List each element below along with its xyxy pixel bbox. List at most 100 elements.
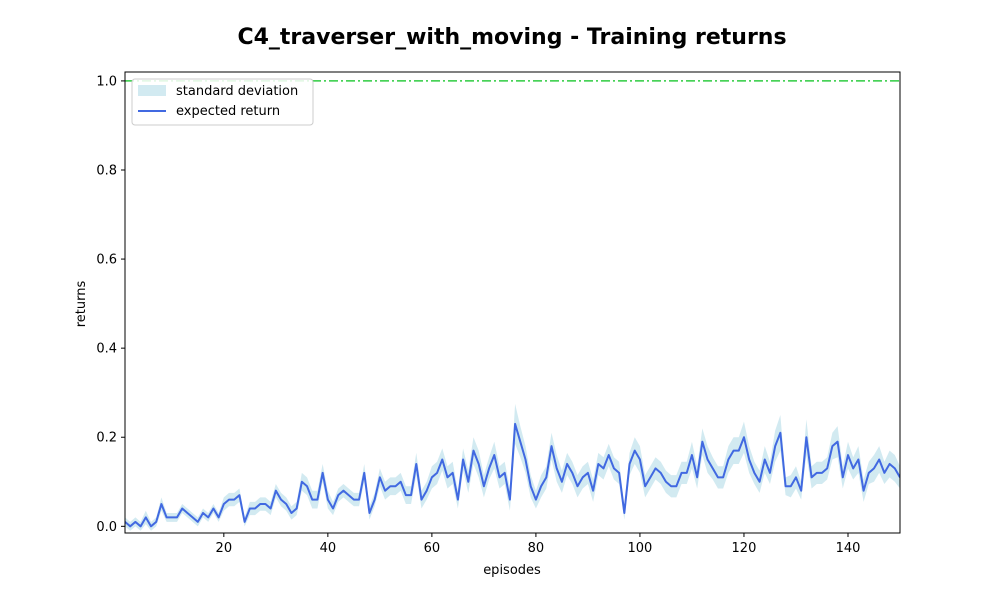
data-point [405, 494, 407, 496]
data-point [368, 512, 370, 514]
data-point [358, 498, 360, 500]
legend-label-std: standard deviation [176, 84, 298, 99]
data-point [878, 458, 880, 460]
data-point [171, 516, 173, 518]
x-tick-label: 100 [628, 541, 653, 556]
data-point [150, 525, 152, 527]
data-point [202, 512, 204, 514]
x-tick-label: 120 [732, 541, 757, 556]
data-point [519, 440, 521, 442]
data-point [628, 463, 630, 465]
data-point [597, 463, 599, 465]
data-point [233, 498, 235, 500]
data-point [145, 516, 147, 518]
data-point [238, 494, 240, 496]
data-point [587, 472, 589, 474]
data-point [394, 485, 396, 487]
data-point [753, 472, 755, 474]
data-point [727, 458, 729, 460]
data-point [285, 503, 287, 505]
data-point [410, 494, 412, 496]
data-point [207, 516, 209, 518]
data-point [504, 472, 506, 474]
data-point [831, 445, 833, 447]
data-point [306, 485, 308, 487]
data-point [738, 449, 740, 451]
data-point [488, 467, 490, 469]
data-point [686, 472, 688, 474]
data-point [420, 498, 422, 500]
data-point [160, 503, 162, 505]
plot-content [125, 80, 900, 531]
data-point [477, 463, 479, 465]
data-point [618, 472, 620, 474]
data-point [852, 467, 854, 469]
data-point [576, 485, 578, 487]
data-point [582, 476, 584, 478]
data-point [493, 454, 495, 456]
data-point [821, 472, 823, 474]
data-point [197, 521, 199, 523]
data-point [561, 481, 563, 483]
data-point [613, 467, 615, 469]
data-point [722, 476, 724, 478]
data-point [649, 476, 651, 478]
data-point [155, 521, 157, 523]
data-point [259, 503, 261, 505]
data-point [680, 472, 682, 474]
data-point [373, 498, 375, 500]
data-point [498, 476, 500, 478]
data-point [228, 498, 230, 500]
data-point [873, 467, 875, 469]
data-point [441, 458, 443, 460]
data-point [363, 472, 365, 474]
y-tick-label: 0.6 [96, 253, 117, 268]
data-point [342, 489, 344, 491]
data-point [316, 498, 318, 500]
data-point [836, 440, 838, 442]
data-point [269, 507, 271, 509]
data-point [436, 472, 438, 474]
data-point [176, 516, 178, 518]
y-tick-label: 0.0 [96, 520, 117, 535]
data-point [862, 489, 864, 491]
data-point [779, 432, 781, 434]
data-point [327, 498, 329, 500]
data-point [556, 467, 558, 469]
data-point [800, 489, 802, 491]
data-point [691, 454, 693, 456]
data-point [415, 463, 417, 465]
x-tick-label: 40 [320, 541, 337, 556]
data-point [290, 512, 292, 514]
data-point [623, 512, 625, 514]
data-point [472, 449, 474, 451]
data-point [712, 467, 714, 469]
data-point [217, 516, 219, 518]
data-point [243, 521, 245, 523]
x-tick-label: 140 [836, 541, 861, 556]
data-point [446, 476, 448, 478]
data-point [654, 467, 656, 469]
data-point [535, 498, 537, 500]
data-point [467, 481, 469, 483]
data-point [384, 489, 386, 491]
y-tick-label: 0.8 [96, 163, 117, 178]
data-point [732, 449, 734, 451]
data-point [758, 481, 760, 483]
data-point [337, 494, 339, 496]
data-point [540, 485, 542, 487]
legend-box [131, 78, 314, 126]
data-point [883, 472, 885, 474]
y-tick-label: 0.4 [96, 342, 117, 357]
data-point [139, 525, 141, 527]
data-point [696, 476, 698, 478]
x-tick-label: 60 [424, 541, 441, 556]
data-point [545, 476, 547, 478]
data-point [389, 485, 391, 487]
plot-area: 20 40 60 80 100 120 140 0.0 0.2 0.4 0.6 0.8 1.0 [96, 71, 901, 556]
data-point [857, 458, 859, 460]
expected-return-line [125, 422, 900, 528]
data-point [347, 494, 349, 496]
data-point [717, 476, 719, 478]
data-point [592, 489, 594, 491]
